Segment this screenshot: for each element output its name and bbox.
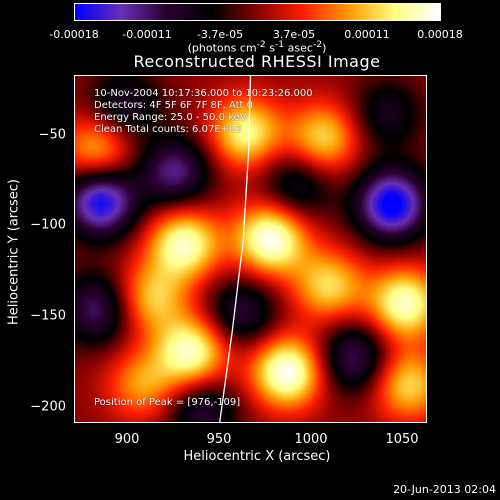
colorbar-tick-label: 0.00011 <box>344 28 390 41</box>
x-tick-label: 950 <box>206 432 232 447</box>
info-line-counts: Clean Total counts: 6.07E+03 <box>94 124 242 135</box>
info-line-energy: Energy Range: 25.0 - 50.0 keV <box>94 112 247 123</box>
y-tick-label: −100 <box>30 217 66 233</box>
x-tick-label: 1050 <box>385 432 419 447</box>
plot-timestamp: 20-Jun-2013 02:04 <box>393 483 496 496</box>
x-axis-label: Heliocentric X (arcsec) <box>183 449 331 464</box>
info-line-detectors: Detectors: 4F 5F 6F 7F 8F, Att 0 <box>94 100 254 111</box>
y-tick-label: −50 <box>38 127 66 143</box>
x-tick-label: 900 <box>114 432 140 447</box>
overlay-layer <box>219 76 252 422</box>
y-tick-label: −200 <box>30 399 66 415</box>
plot-area <box>74 75 427 423</box>
x-tick-label: 1000 <box>294 432 328 447</box>
colorbar-tick-label: -0.00018 <box>49 28 99 41</box>
colorbar-tick-label: 3.7e-05 <box>272 28 316 41</box>
colorbar-units: (photons cm-2 s-1 asec-2) <box>187 39 327 55</box>
colorbar <box>74 3 441 21</box>
y-axis-label: Heliocentric Y (arcsec) <box>6 179 22 325</box>
solar-limb-curve <box>219 76 252 422</box>
y-tick-label: −150 <box>30 308 66 324</box>
plot-title: Reconstructed RHESSI Image <box>133 52 381 71</box>
colorbar-tick-label: -0.00011 <box>122 28 172 41</box>
heatmap-image <box>75 76 426 422</box>
info-line-time: 10-Nov-2004 10:17:36.000 to 10:23:26.000 <box>94 88 313 99</box>
colorbar-tick-label: 0.00018 <box>417 28 463 41</box>
colorbar-tick-label: -3.7e-05 <box>196 28 244 41</box>
peak-position-label: Position of Peak = [976,-109] <box>94 397 241 408</box>
colorbar-gradient <box>74 3 441 21</box>
